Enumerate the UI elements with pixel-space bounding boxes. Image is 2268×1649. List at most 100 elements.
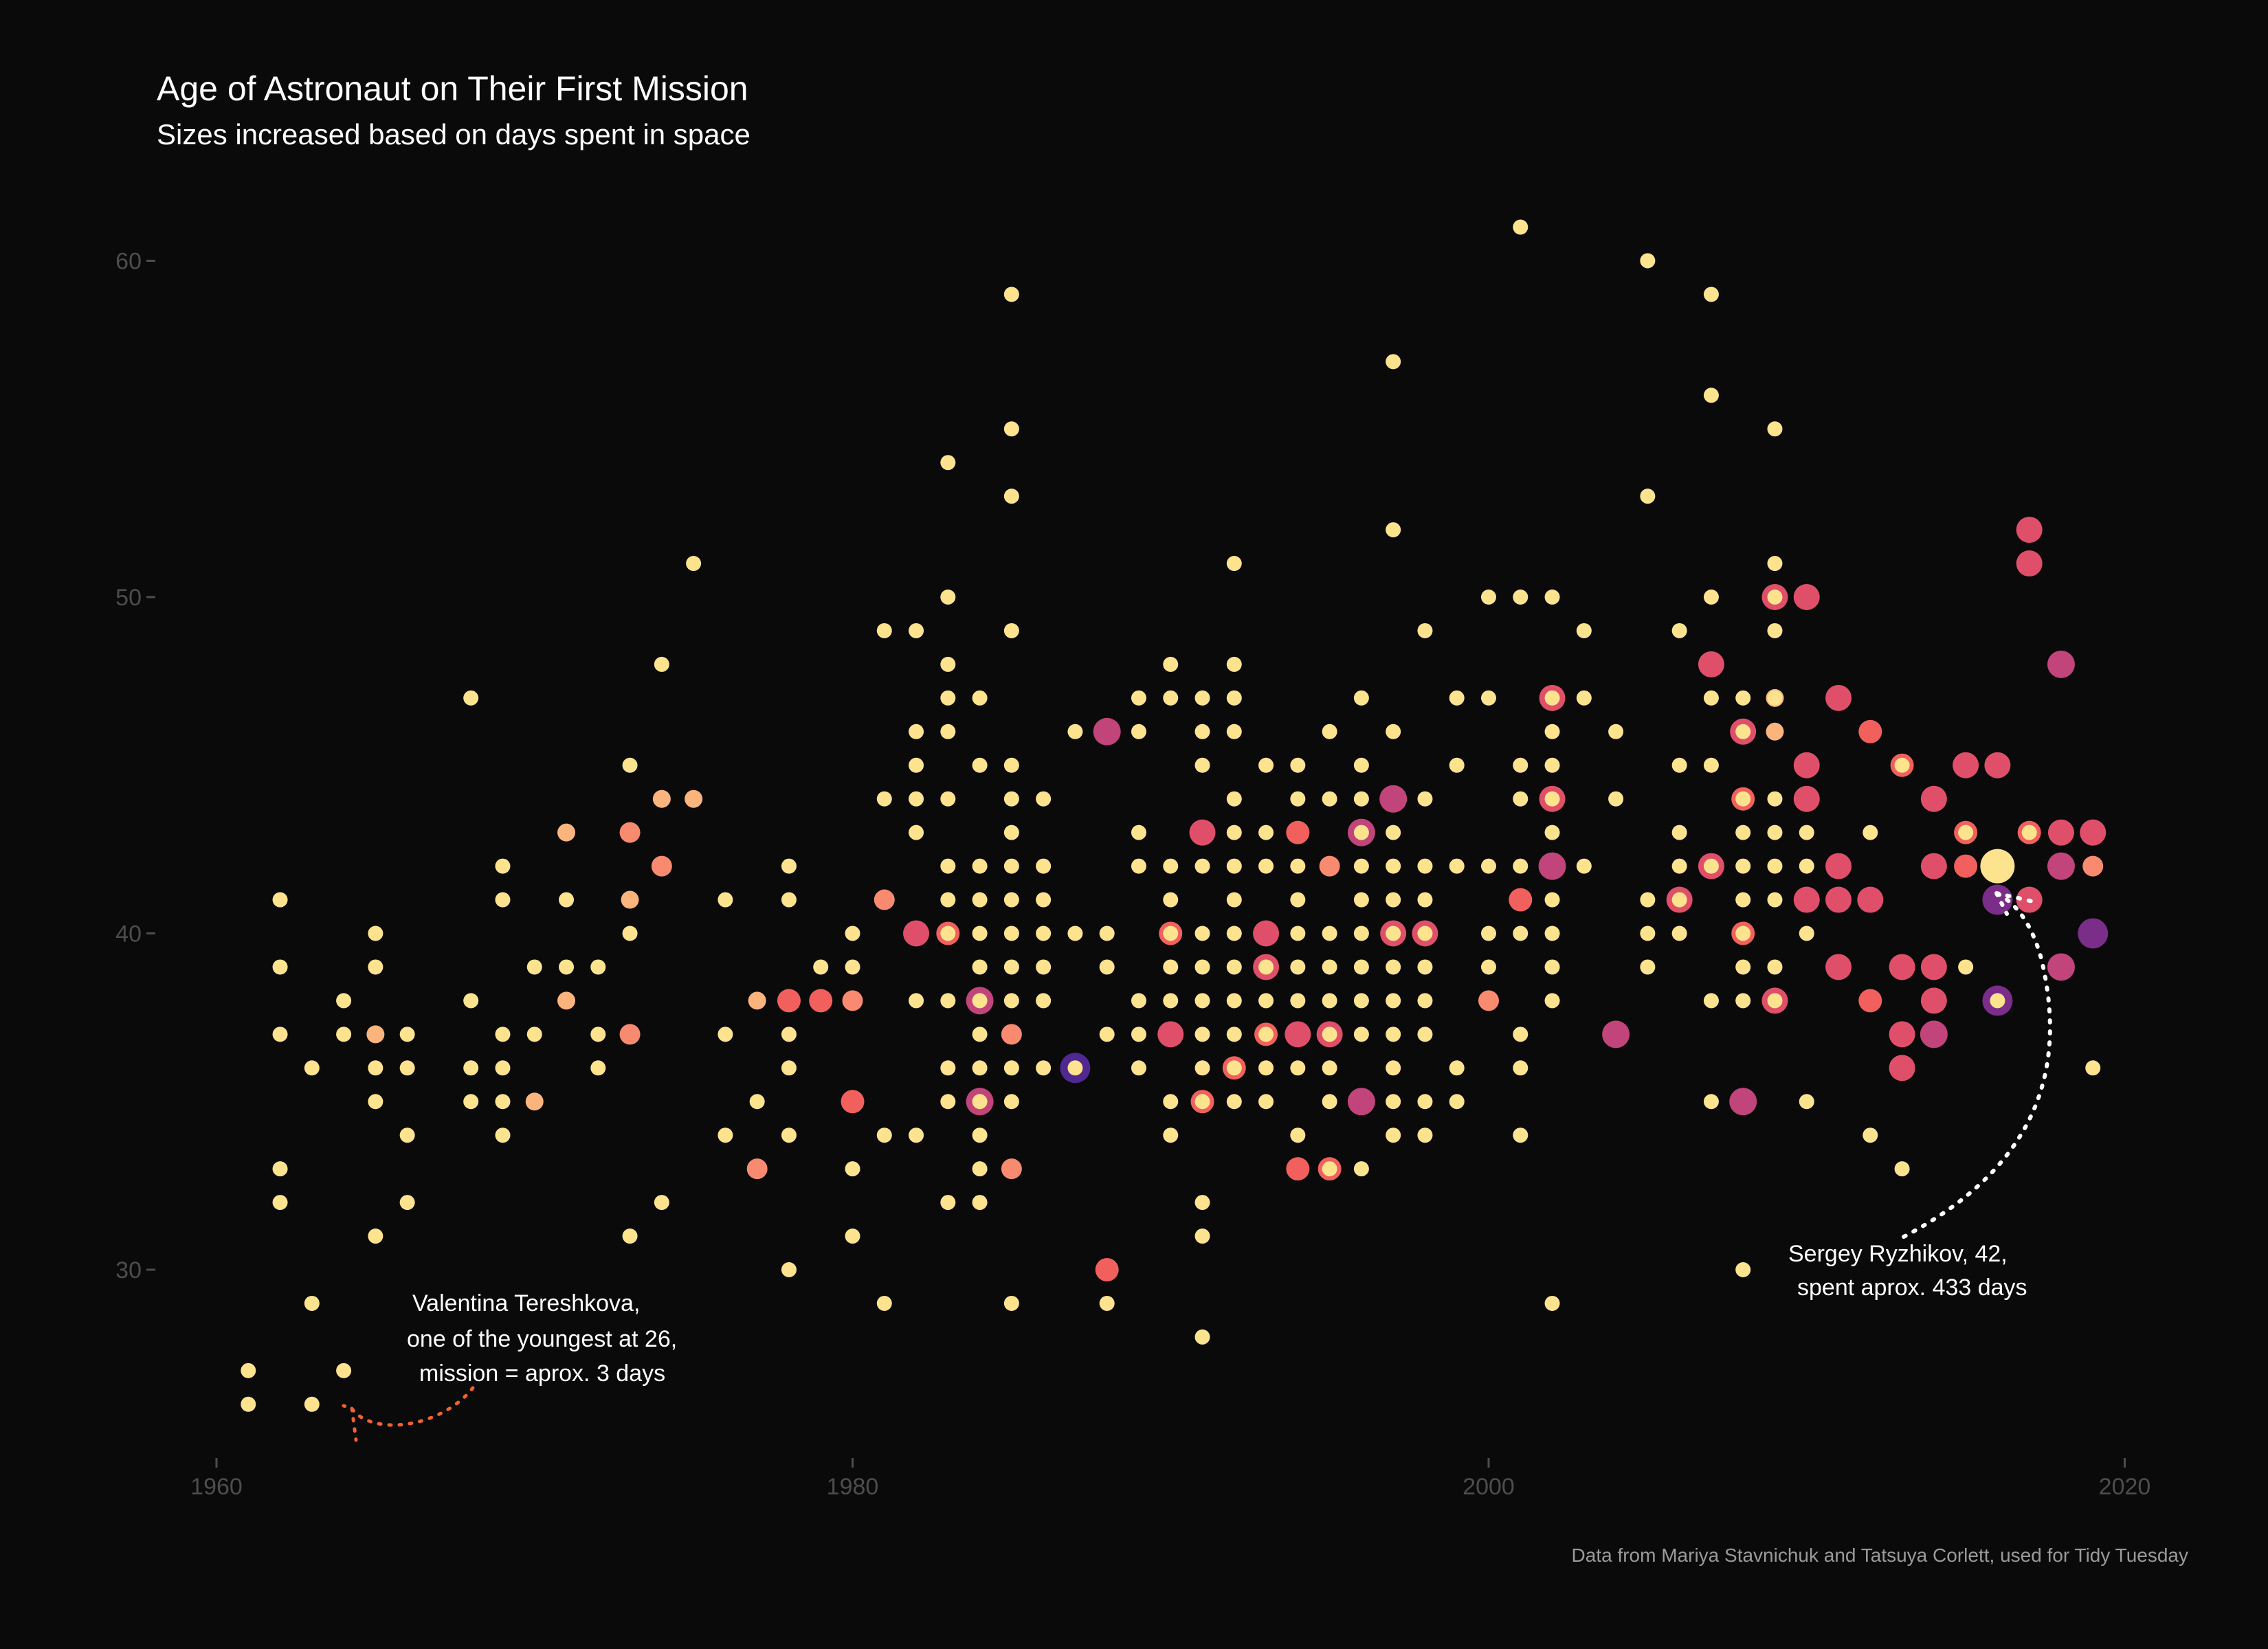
- data-point: [1290, 757, 1306, 773]
- data-point: [909, 622, 924, 638]
- data-point: [651, 855, 672, 877]
- data-point: [1513, 590, 1528, 605]
- data-point: [272, 892, 288, 908]
- data-point: [1417, 791, 1433, 807]
- data-point: [1099, 959, 1115, 975]
- data-point: [1131, 993, 1146, 1009]
- data-point: [1544, 824, 1560, 840]
- data-point: [1290, 892, 1306, 908]
- data-point: [972, 959, 988, 975]
- data-point: [1386, 522, 1401, 538]
- data-point: [1544, 993, 1560, 1009]
- data-point: [1322, 723, 1337, 739]
- chart-caption: Data from Mariya Stavnichuk and Tatsuya …: [1571, 1545, 2188, 1566]
- data-point: [526, 1027, 542, 1042]
- data-point: [940, 455, 956, 471]
- data-point: [1417, 993, 1433, 1009]
- data-point: [1767, 791, 1783, 807]
- data-point: [876, 791, 892, 807]
- data-point: [1379, 785, 1408, 813]
- data-point: [1576, 858, 1592, 874]
- data-point: [1799, 824, 1814, 840]
- data-point: [272, 959, 288, 975]
- data-point: [1386, 1027, 1401, 1042]
- data-point: [876, 1295, 892, 1311]
- data-point: [1953, 752, 1979, 778]
- data-point: [590, 1060, 606, 1076]
- data-point: [1735, 858, 1751, 874]
- data-point: [909, 1128, 924, 1143]
- data-point: [1703, 1094, 1719, 1110]
- data-point: [559, 959, 575, 975]
- data-point: [1889, 954, 1915, 980]
- data-point: [1640, 892, 1656, 908]
- data-point: [972, 1060, 988, 1076]
- data-point: [1386, 1094, 1401, 1110]
- data-point: [1478, 990, 1499, 1011]
- y-tick-label: 30: [115, 1257, 142, 1283]
- data-point: [1003, 622, 1019, 638]
- data-point: [336, 993, 352, 1009]
- data-point: [940, 1195, 956, 1211]
- data-point: [1513, 1060, 1528, 1076]
- data-point: [809, 989, 833, 1013]
- data-point: [1982, 884, 2013, 915]
- data-point: [1386, 959, 1401, 975]
- data-point: [1353, 926, 1369, 941]
- data-point: [1226, 926, 1242, 941]
- data-point: [1920, 853, 1947, 879]
- data-point: [1003, 959, 1019, 975]
- data-point: [1417, 959, 1433, 975]
- data-point: [1544, 757, 1560, 773]
- data-point: [1825, 954, 1852, 980]
- data-point: [1194, 858, 1210, 874]
- data-point: [1640, 926, 1656, 941]
- data-point: [972, 926, 988, 941]
- annotation-text: mission = aprox. 3 days: [419, 1360, 665, 1387]
- data-point: [1894, 757, 1910, 773]
- data-point: [368, 926, 383, 941]
- data-point: [1001, 1158, 1022, 1180]
- data-point: [1157, 1021, 1184, 1048]
- data-point: [1290, 858, 1306, 874]
- data-point: [463, 1094, 479, 1110]
- data-point: [1449, 757, 1465, 773]
- data-point: [1322, 959, 1337, 975]
- data-point: [1481, 590, 1496, 605]
- data-point: [1894, 1161, 1910, 1177]
- data-point: [557, 823, 576, 842]
- data-point: [746, 1158, 768, 1180]
- data-point: [495, 858, 511, 874]
- data-point: [1322, 791, 1337, 807]
- data-point: [972, 690, 988, 706]
- data-point: [304, 1396, 320, 1412]
- data-point: [1920, 785, 1947, 812]
- data-point: [972, 858, 988, 874]
- data-point: [781, 892, 797, 908]
- data-point: [1449, 858, 1465, 874]
- data-point: [1067, 1060, 1083, 1076]
- data-point: [940, 926, 956, 941]
- data-point: [2021, 824, 2037, 840]
- data-point: [1766, 722, 1784, 741]
- data-point: [1954, 854, 1978, 878]
- data-point: [1513, 926, 1528, 941]
- data-point: [1003, 926, 1019, 941]
- data-point: [1449, 690, 1465, 706]
- data-point: [781, 1262, 797, 1277]
- data-point: [272, 1027, 288, 1042]
- data-point: [1290, 791, 1306, 807]
- data-point: [1163, 1094, 1179, 1110]
- data-point: [1698, 651, 1724, 677]
- data-point: [1194, 1027, 1210, 1042]
- data-point: [1347, 1088, 1375, 1116]
- data-point: [972, 1161, 988, 1177]
- data-point: [1194, 1229, 1210, 1244]
- data-point: [1163, 656, 1179, 672]
- data-point: [336, 1362, 352, 1378]
- data-point: [1003, 892, 1019, 908]
- data-point: [841, 1090, 865, 1114]
- data-point: [1857, 886, 1884, 913]
- data-point: [1958, 824, 1974, 840]
- data-point: [1449, 1094, 1465, 1110]
